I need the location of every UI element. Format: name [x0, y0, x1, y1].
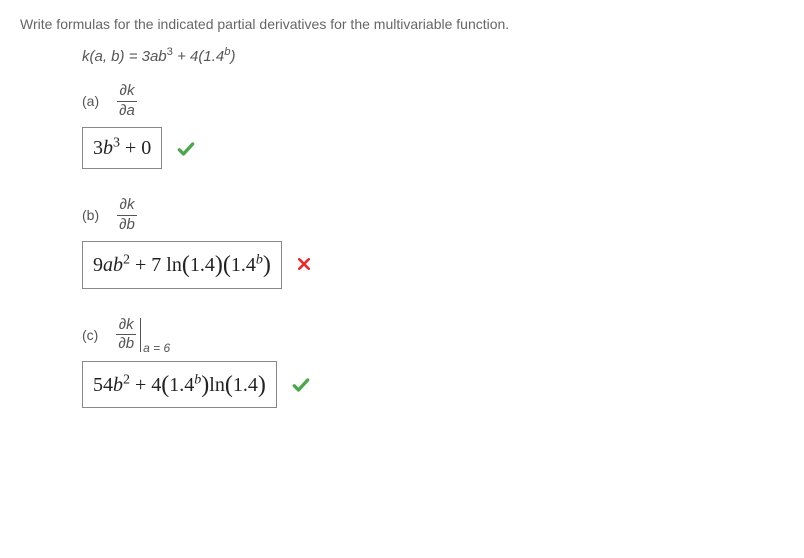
- part-a-header: (a) ∂k ∂a: [82, 83, 784, 119]
- cross-icon: [296, 256, 314, 274]
- func-equals: =: [129, 48, 142, 65]
- check-icon: [176, 139, 194, 157]
- part-b-header: (b) ∂k ∂b: [82, 197, 784, 233]
- part-b: (b) ∂k ∂b 9ab2 + 7 ln(1.4)(1.4b): [82, 197, 784, 289]
- func-lhs: k(a, b): [82, 48, 125, 65]
- part-a-deriv-den: ∂a: [117, 101, 137, 120]
- part-c-answer-row: 54b2 + 4(1.4b)ln(1.4): [82, 361, 784, 409]
- part-a-answer-row: 3b3 + 0: [82, 127, 784, 169]
- question-prompt: Write formulas for the indicated partial…: [20, 16, 784, 32]
- part-b-label: (b): [82, 207, 99, 223]
- part-a-answer-input[interactable]: 3b3 + 0: [82, 127, 162, 169]
- part-a-deriv-num: ∂k: [118, 83, 137, 101]
- part-b-answer-input[interactable]: 9ab2 + 7 ln(1.4)(1.4b): [82, 241, 282, 289]
- eval-bar-icon: [140, 318, 141, 352]
- part-a-label: (a): [82, 93, 99, 109]
- part-a-derivative: ∂k ∂a: [117, 83, 137, 119]
- part-c-derivative: ∂k ∂b a = 6: [116, 317, 170, 353]
- part-c-eval-at: a = 6: [143, 341, 170, 355]
- part-b-answer-row: 9ab2 + 7 ln(1.4)(1.4b): [82, 241, 784, 289]
- part-c-deriv-den: ∂b: [116, 334, 136, 353]
- function-definition: k(a, b) = 3ab3 + 4(1.4b): [82, 46, 784, 65]
- part-b-derivative: ∂k ∂b: [117, 197, 137, 233]
- part-c-deriv-num: ∂k: [117, 317, 136, 335]
- part-c-answer-input[interactable]: 54b2 + 4(1.4b)ln(1.4): [82, 361, 277, 409]
- part-b-deriv-den: ∂b: [117, 215, 137, 234]
- part-c-header: (c) ∂k ∂b a = 6: [82, 317, 784, 353]
- question-content: k(a, b) = 3ab3 + 4(1.4b) (a) ∂k ∂a 3b3 +…: [20, 46, 784, 408]
- check-icon: [291, 375, 309, 393]
- part-c-label: (c): [82, 327, 98, 343]
- part-a: (a) ∂k ∂a 3b3 + 0: [82, 83, 784, 169]
- part-c: (c) ∂k ∂b a = 6 54b2 + 4(1.4b)ln(1.4): [82, 317, 784, 409]
- part-b-deriv-num: ∂k: [118, 197, 137, 215]
- func-rhs: 3ab3 + 4(1.4b): [142, 48, 236, 65]
